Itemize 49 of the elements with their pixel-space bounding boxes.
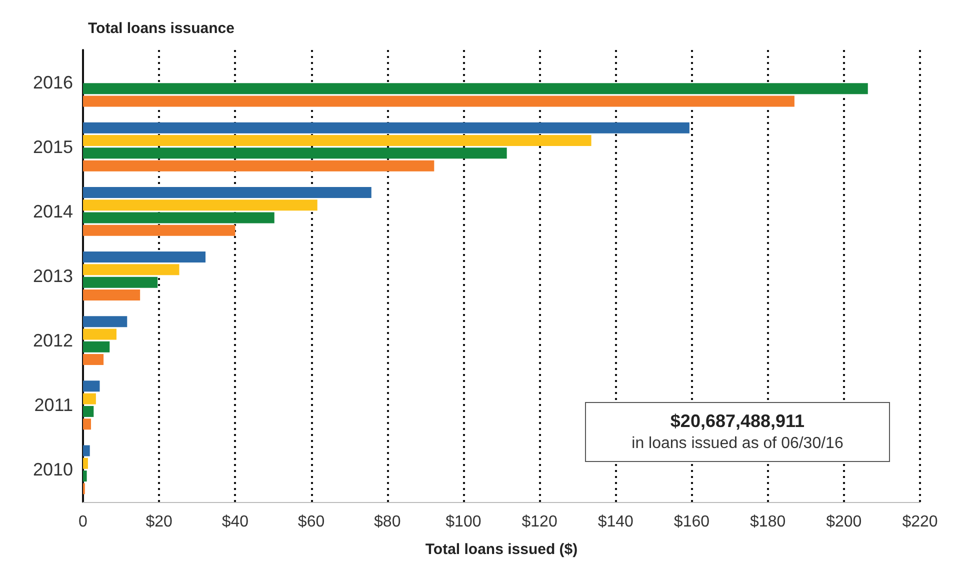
x-tick-label: $120 xyxy=(522,514,558,530)
x-axis-title: Total loans issued ($) xyxy=(425,541,578,558)
x-tick-label: $80 xyxy=(374,514,401,530)
bar xyxy=(83,354,104,366)
bar xyxy=(83,406,94,417)
bar xyxy=(83,224,236,236)
x-tick-label: $220 xyxy=(902,514,938,530)
bar xyxy=(83,289,140,300)
note-box: $20,687,488,911 in loans issued as of 06/30/16 xyxy=(585,402,890,462)
x-tick-label: 0 xyxy=(78,514,88,530)
bar xyxy=(83,96,794,107)
bar xyxy=(83,160,434,172)
bar xyxy=(83,200,318,211)
y-tick-label: 2010 xyxy=(32,460,73,480)
x-tick-label: $20 xyxy=(146,514,173,530)
bar xyxy=(83,445,90,456)
x-tick-label: $140 xyxy=(598,514,634,530)
bar xyxy=(83,470,87,482)
bar xyxy=(83,122,690,134)
bar xyxy=(83,316,128,328)
bar xyxy=(83,341,110,352)
x-tick-label: $180 xyxy=(750,514,786,530)
annotation: $20,687,488,911 xyxy=(669,410,806,433)
y-tick-label: 2014 xyxy=(32,201,73,222)
bar xyxy=(83,135,592,146)
y-tick-label: 2012 xyxy=(32,330,73,351)
x-tick-label: $200 xyxy=(826,514,862,530)
bar xyxy=(83,418,91,430)
bar xyxy=(83,212,274,224)
bar xyxy=(83,458,88,469)
bar xyxy=(83,148,507,159)
x-tick-label: $100 xyxy=(446,514,482,530)
chart-title: Total loans issuance xyxy=(88,20,234,37)
y-tick-label: 2011 xyxy=(34,395,73,416)
bar xyxy=(83,264,180,276)
bar xyxy=(83,393,96,404)
x-tick-label: $160 xyxy=(674,514,710,530)
x-tick-label: $40 xyxy=(222,514,249,530)
bar xyxy=(83,83,868,94)
x-tick-label: $60 xyxy=(298,514,325,530)
y-tick-label: 2013 xyxy=(32,266,73,286)
y-tick-label: 2016 xyxy=(32,72,73,92)
bar xyxy=(83,252,206,263)
bar xyxy=(83,328,116,340)
bar xyxy=(83,186,372,198)
annotation: in loans issued as of 06/30/16 xyxy=(630,434,844,454)
bar xyxy=(83,276,158,288)
bar xyxy=(83,380,100,392)
y-tick-label: 2015 xyxy=(32,136,73,157)
